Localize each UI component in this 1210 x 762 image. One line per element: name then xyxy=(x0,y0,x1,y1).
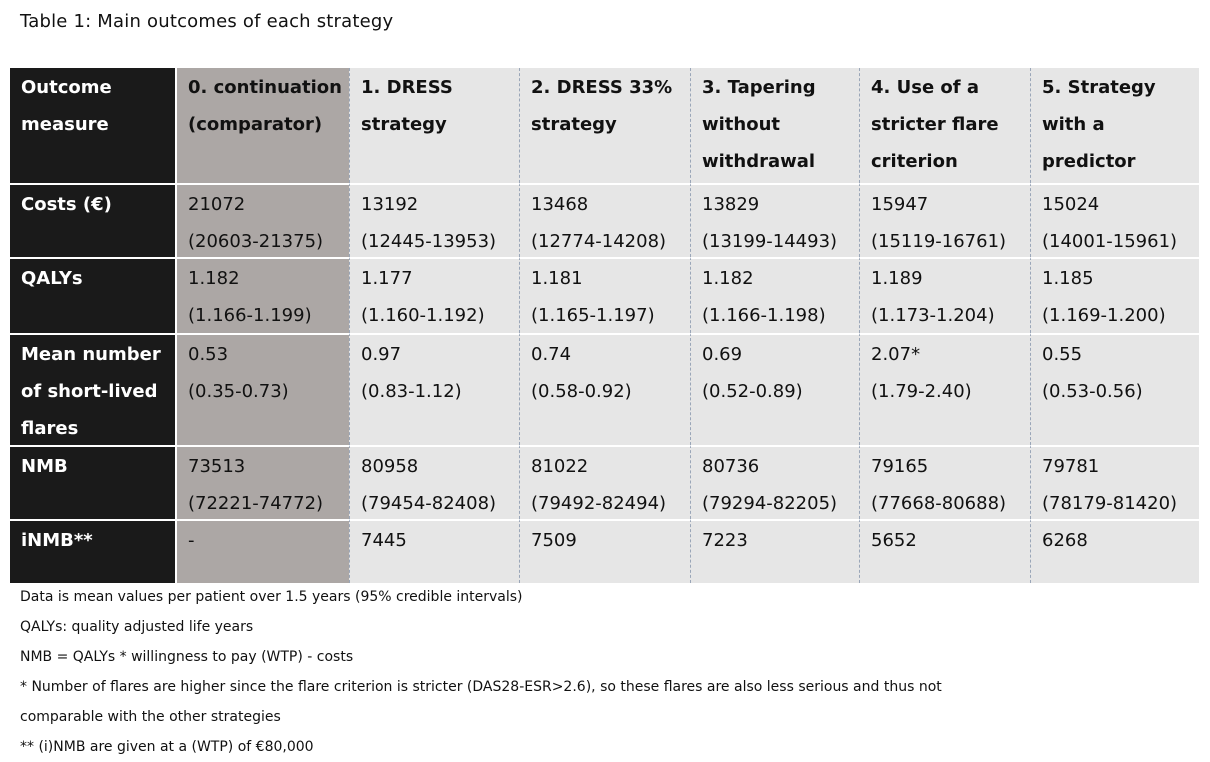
table-cell: 81022 (79492-82494) xyxy=(519,445,690,519)
table-cell: 0.74 (0.58-0.92) xyxy=(519,333,690,445)
table-cell: 1.181 (1.165-1.197) xyxy=(519,257,690,333)
column-header: 5. Strategy with a predictor xyxy=(1030,68,1199,183)
row-header: Mean number of short-lived flares xyxy=(10,333,175,445)
table-cell: 15024 (14001-15961) xyxy=(1030,183,1199,257)
table-cell: 7445 xyxy=(349,519,519,583)
table-cell: 7223 xyxy=(690,519,859,583)
note-line: Data is mean values per patient over 1.5… xyxy=(20,589,523,605)
row-header: Costs (€) xyxy=(10,183,175,257)
table-cell: 0.69 (0.52-0.89) xyxy=(690,333,859,445)
table-cell: 79165 (77668-80688) xyxy=(859,445,1030,519)
table-cell: 0.55 (0.53-0.56) xyxy=(1030,333,1199,445)
table-cell: 13468 (12774-14208) xyxy=(519,183,690,257)
table-cell: 1.177 (1.160-1.192) xyxy=(349,257,519,333)
table-cell: - xyxy=(175,519,349,583)
column-header: 2. DRESS 33% strategy xyxy=(519,68,690,183)
note-line: ** (i)NMB are given at a (WTP) of €80,00… xyxy=(20,739,314,755)
table-cell: 13829 (13199-14493) xyxy=(690,183,859,257)
note-line: NMB = QALYs * willingness to pay (WTP) -… xyxy=(20,649,354,665)
table-cell: 6268 xyxy=(1030,519,1199,583)
table-cell: 1.182 (1.166-1.199) xyxy=(175,257,349,333)
table-cell: 0.97 (0.83-1.12) xyxy=(349,333,519,445)
table-cell: 15947 (15119-16761) xyxy=(859,183,1030,257)
column-header: 0. continuation (comparator) xyxy=(175,68,349,183)
outcomes-table: Outcome measure 0. continuation (comparat… xyxy=(10,68,1199,583)
table-cell: 13192 (12445-13953) xyxy=(349,183,519,257)
column-header: 3. Tapering without withdrawal xyxy=(690,68,859,183)
table-cell: 7509 xyxy=(519,519,690,583)
table-cell: 1.182 (1.166-1.198) xyxy=(690,257,859,333)
table-cell: 79781 (78179-81420) xyxy=(1030,445,1199,519)
table-cell: 0.53 (0.35-0.73) xyxy=(175,333,349,445)
note-line: comparable with the other strategies xyxy=(20,709,281,725)
table-cell: 5652 xyxy=(859,519,1030,583)
table-cell: 21072 (20603-21375) xyxy=(175,183,349,257)
header-outcome-measure: Outcome measure xyxy=(10,68,175,183)
table-notes: Data is mean values per patient over 1.5… xyxy=(20,582,942,762)
row-header: NMB xyxy=(10,445,175,519)
note-line: QALYs: quality adjusted life years xyxy=(20,619,254,635)
table-cell: 1.189 (1.173-1.204) xyxy=(859,257,1030,333)
note-line: * Number of flares are higher since the … xyxy=(20,679,942,695)
table-cell: 80958 (79454-82408) xyxy=(349,445,519,519)
table-cell: 73513 (72221-74772) xyxy=(175,445,349,519)
column-header: 1. DRESS strategy xyxy=(349,68,519,183)
table-cell: 1.185 (1.169-1.200) xyxy=(1030,257,1199,333)
table-title: Table 1: Main outcomes of each strategy xyxy=(20,11,394,32)
table-cell: 2.07* (1.79-2.40) xyxy=(859,333,1030,445)
table-cell: 80736 (79294-82205) xyxy=(690,445,859,519)
row-header: QALYs xyxy=(10,257,175,333)
row-header: iNMB** xyxy=(10,519,175,583)
column-header: 4. Use of a stricter flare criterion xyxy=(859,68,1030,183)
